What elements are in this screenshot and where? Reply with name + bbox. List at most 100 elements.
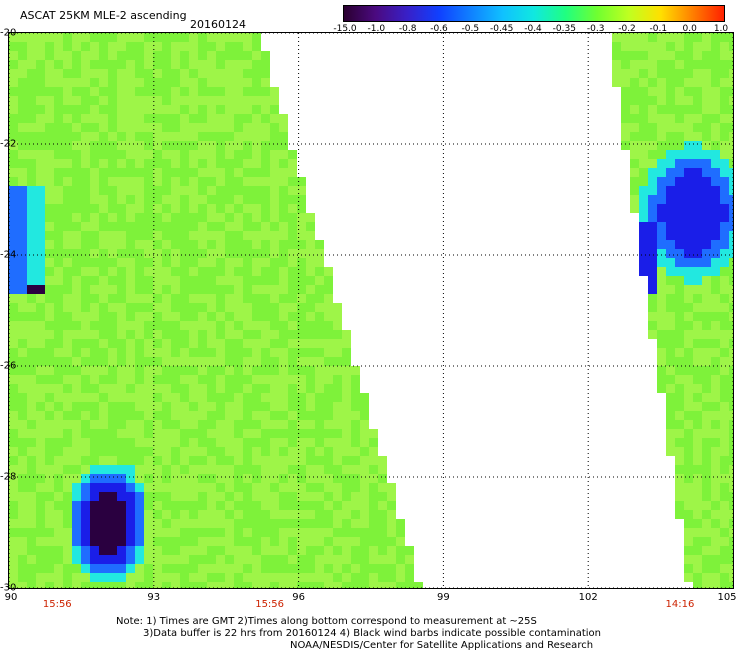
swath-cell [702, 222, 711, 231]
swath-cell [162, 555, 171, 564]
swath-cell [63, 150, 72, 159]
swath-cell [243, 465, 252, 474]
swath-cell [297, 231, 306, 240]
swath-cell [225, 303, 234, 312]
swath-cell [630, 87, 639, 96]
swath-cell [9, 384, 18, 393]
swath-cell [243, 222, 252, 231]
swath-cell [198, 564, 207, 573]
swath-cell [9, 510, 18, 519]
swath-cell [387, 537, 396, 546]
swath-cell [252, 429, 261, 438]
swath-cell [9, 582, 18, 588]
swath-cell [666, 402, 675, 411]
swath-cell [306, 366, 315, 375]
swath-cell [144, 177, 153, 186]
swath-cell [9, 186, 18, 195]
swath-cell [252, 366, 261, 375]
swath-cell [171, 492, 180, 501]
swath-cell [711, 168, 720, 177]
swath-cell [729, 294, 733, 303]
swath-cell [9, 366, 18, 375]
swath-cell [9, 78, 18, 87]
swath-cell [648, 258, 657, 267]
swath-cell [153, 285, 162, 294]
swath-cell [711, 393, 720, 402]
swath-cell [666, 249, 675, 258]
swath-cell [648, 267, 657, 276]
swath-cell [126, 528, 135, 537]
swath-cell [9, 132, 18, 141]
swath-cell [666, 51, 675, 60]
swath-cell [126, 474, 135, 483]
swath-cell [36, 402, 45, 411]
swath-cell [126, 384, 135, 393]
swath-cell [666, 330, 675, 339]
swath-cell [684, 150, 693, 159]
swath-cell [9, 168, 18, 177]
swath-cell [63, 501, 72, 510]
swath-cell [648, 249, 657, 258]
swath-cell [171, 204, 180, 213]
swath-cell [117, 222, 126, 231]
swath-cell [135, 177, 144, 186]
swath-cell [297, 555, 306, 564]
swath-cell [297, 519, 306, 528]
swath-cell [108, 483, 117, 492]
swath-cell [306, 222, 315, 231]
swath-cell [729, 393, 733, 402]
swath-cell [621, 96, 630, 105]
swath-cell [153, 51, 162, 60]
swath-cell [63, 429, 72, 438]
swath-cell [693, 564, 702, 573]
swath-cell [657, 285, 666, 294]
swath-cell [108, 231, 117, 240]
swath-cell [279, 312, 288, 321]
swath-cell [711, 258, 720, 267]
swath-cell [171, 582, 180, 588]
swath-cell [216, 384, 225, 393]
swath-cell [639, 33, 648, 42]
swath-cell [180, 312, 189, 321]
swath-cell [261, 492, 270, 501]
swath-cell [90, 123, 99, 132]
swath-cell [342, 438, 351, 447]
swath-cell [288, 366, 297, 375]
swath-cell [72, 249, 81, 258]
swath-cell [279, 258, 288, 267]
swath-cell [72, 204, 81, 213]
swath-cell [342, 447, 351, 456]
swath-cell [72, 87, 81, 96]
swath-cell [72, 132, 81, 141]
swath-cell [270, 492, 279, 501]
swath-cell [297, 249, 306, 258]
swath-cell [198, 483, 207, 492]
swath-cell [306, 519, 315, 528]
swath-cell [684, 33, 693, 42]
swath-cell [693, 348, 702, 357]
swath-cell [252, 420, 261, 429]
swath-cell [369, 555, 378, 564]
swath-cell [63, 348, 72, 357]
swath-cell [324, 294, 333, 303]
swath-cell [657, 87, 666, 96]
swath-cell [171, 402, 180, 411]
swath-cell [153, 303, 162, 312]
swath-cell [81, 186, 90, 195]
swath-cell [639, 159, 648, 168]
swath-cell [675, 231, 684, 240]
swath-cell [153, 159, 162, 168]
swath-cell [648, 312, 657, 321]
swath-cell [99, 402, 108, 411]
swath-cell [333, 348, 342, 357]
swath-cell [711, 375, 720, 384]
swath-cell [144, 573, 153, 582]
swath-cell [675, 132, 684, 141]
swath-cell [666, 393, 675, 402]
swath-cell [72, 177, 81, 186]
swath-cell [72, 231, 81, 240]
swath-cell [207, 348, 216, 357]
swath-cell [162, 492, 171, 501]
swath-cell [90, 186, 99, 195]
swath-cell [99, 537, 108, 546]
